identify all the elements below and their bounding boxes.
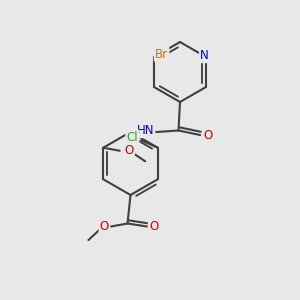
Text: HN: HN bbox=[137, 124, 154, 137]
Text: O: O bbox=[203, 128, 212, 142]
Text: O: O bbox=[124, 144, 134, 157]
Text: Br: Br bbox=[155, 47, 168, 61]
Text: Cl: Cl bbox=[127, 131, 138, 144]
Text: N: N bbox=[200, 49, 209, 62]
Text: O: O bbox=[100, 220, 109, 233]
Text: O: O bbox=[149, 220, 158, 233]
